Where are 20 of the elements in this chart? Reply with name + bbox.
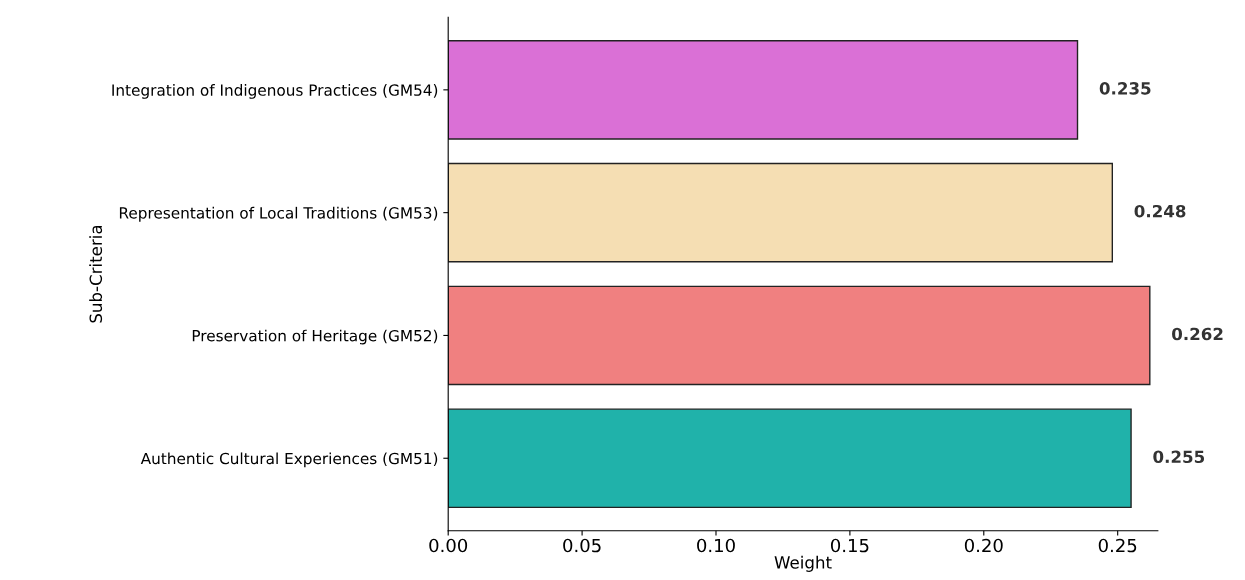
data-label: 0.262 xyxy=(1172,327,1223,341)
y-axis-title: Sub-Criteria xyxy=(89,225,103,323)
x-tick-label: 0.15 xyxy=(830,538,869,553)
bar xyxy=(448,285,1151,386)
y-tick-label: Representation of Local Traditions (GM53) xyxy=(119,206,438,222)
x-tick-label: 0.05 xyxy=(563,538,601,553)
bar xyxy=(448,408,1132,509)
bar xyxy=(448,40,1079,140)
x-tick-label: 0.00 xyxy=(429,538,468,553)
data-label: 0.255 xyxy=(1153,450,1205,464)
x-tick-label: 0.20 xyxy=(964,538,1003,553)
x-tick-label: 0.10 xyxy=(697,538,735,553)
y-tick-label: Preservation of Heritage (GM52) xyxy=(192,329,438,345)
x-tick-label: 0.25 xyxy=(1098,538,1137,553)
bar xyxy=(448,162,1114,263)
x-axis-title: Weight xyxy=(774,555,832,572)
data-label: 0.248 xyxy=(1134,204,1186,218)
data-label: 0.235 xyxy=(1099,82,1151,95)
y-tick-label: Integration of Indigenous Practices (GM54) xyxy=(112,84,438,99)
y-tick-label: Authentic Cultural Experiences (GM51) xyxy=(140,452,438,468)
